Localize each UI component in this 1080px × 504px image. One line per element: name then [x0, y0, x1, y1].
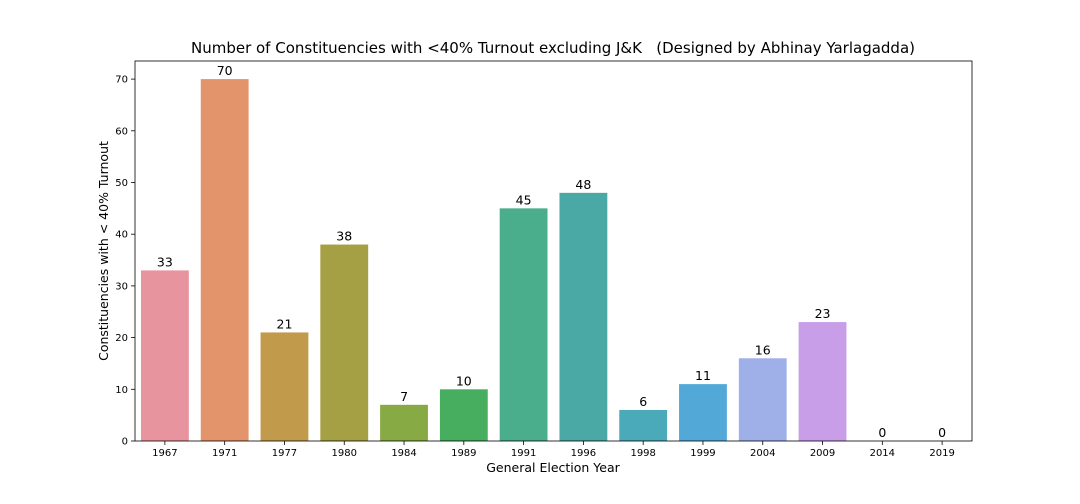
- chart-title: Number of Constituencies with <40% Turno…: [191, 39, 915, 57]
- x-tick-label: 2019: [929, 448, 954, 459]
- y-tick-label: 10: [115, 385, 128, 396]
- x-tick-label: 1980: [332, 448, 357, 459]
- bar-1996: [559, 192, 608, 441]
- data-labels-group: 33 70 21 38 7 10 45 48 6 11 16 23 0 0: [157, 63, 946, 440]
- y-tick-label: 20: [115, 333, 128, 344]
- data-label-2014: 0: [878, 425, 886, 440]
- x-tick-label: 1996: [571, 448, 596, 459]
- x-tick-label: 1967: [152, 448, 177, 459]
- bar-1980: [320, 244, 369, 441]
- data-label-1980: 38: [336, 229, 352, 244]
- x-tick-label: 1998: [630, 448, 655, 459]
- data-label-1999: 11: [695, 368, 711, 383]
- data-label-1989: 10: [456, 373, 472, 388]
- x-tick-label: 2004: [750, 448, 775, 459]
- data-label-1977: 21: [277, 316, 293, 331]
- data-label-1971: 70: [217, 63, 233, 78]
- y-axis-title: Constituencies with < 40% Turnout: [96, 141, 111, 361]
- bar-1999: [679, 384, 727, 441]
- bar-1998: [619, 409, 668, 441]
- bar-1971: [200, 79, 249, 441]
- axes-group: 1967 1971 1977 1980 1984 1989 1991 1996 1998 1999…: [115, 60, 973, 459]
- x-axis-title: General Election Year: [486, 460, 620, 475]
- data-label-2019: 0: [938, 425, 946, 440]
- bar-1991: [499, 208, 548, 441]
- bar-1977: [260, 332, 309, 441]
- data-label-1991: 45: [516, 192, 532, 207]
- data-label-2009: 23: [815, 306, 831, 321]
- x-tick-label: 1977: [272, 448, 297, 459]
- x-tick-label: 1989: [451, 448, 476, 459]
- y-tick-label: 40: [115, 230, 128, 241]
- y-tick-label: 60: [115, 126, 128, 137]
- x-tick-label: 1999: [690, 448, 715, 459]
- y-tick-label: 0: [122, 437, 128, 448]
- y-tick-label: 50: [115, 178, 128, 189]
- x-tick-label: 2009: [810, 448, 835, 459]
- data-label-1967: 33: [157, 254, 173, 269]
- y-tick-label: 70: [115, 75, 128, 86]
- bar-2009: [798, 322, 847, 441]
- x-tick-label: 1971: [212, 448, 237, 459]
- x-tick-label: 1991: [511, 448, 536, 459]
- x-tick-label: 2014: [870, 448, 895, 459]
- y-tick-label: 30: [115, 281, 128, 292]
- bar-1984: [380, 404, 428, 441]
- data-label-2004: 16: [755, 342, 771, 357]
- x-tick-label: 1984: [391, 448, 416, 459]
- data-label-1984: 7: [400, 389, 408, 404]
- data-label-1998: 6: [639, 394, 647, 409]
- plot-frame: [134, 60, 973, 442]
- bars-group: [140, 79, 847, 441]
- data-label-1996: 48: [575, 177, 591, 192]
- bar-2004: [738, 358, 787, 441]
- bar-1967: [140, 270, 189, 441]
- bar-1989: [439, 389, 488, 441]
